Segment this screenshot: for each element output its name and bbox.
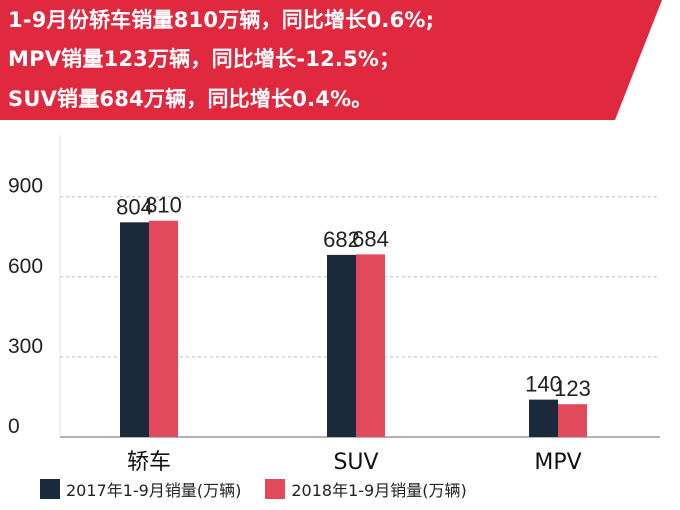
bar-2017-2 <box>529 399 558 437</box>
headline-line-suv: SUV销量684万辆，同比增长0.4%。 <box>8 87 373 111</box>
banner-background <box>0 0 662 120</box>
value-label-2017-1: 682 <box>323 227 360 252</box>
legend-item-2018: 2018年1-9月销量(万辆) <box>265 477 467 501</box>
x-category-label-1: SUV <box>333 450 378 475</box>
y-tick-label-300: 300 <box>8 335 43 358</box>
x-category-label-2: MPV <box>534 450 581 475</box>
bar-2017-1 <box>327 254 356 437</box>
headline-line-sedan: 1-9月份轿车销量810万辆，同比增长0.6%; <box>8 8 435 32</box>
legend-swatch-2017 <box>40 479 60 499</box>
bar-2018-1 <box>356 254 385 437</box>
x-category-label-0: 轿车 <box>127 450 171 475</box>
bar-2017-0 <box>120 222 149 437</box>
headline-line-mpv: MPV销量123万辆，同比增长-12.5%； <box>8 47 401 71</box>
headline-banner <box>0 0 662 120</box>
y-tick-label-0: 0 <box>8 415 20 438</box>
legend-swatch-2018 <box>265 479 286 499</box>
bar-2018-2 <box>558 404 587 437</box>
value-label-2017-2: 140 <box>525 372 562 397</box>
value-label-2018-2: 123 <box>554 376 591 401</box>
value-label-2018-1: 684 <box>352 226 389 251</box>
legend-label-2018: 2018年1-9月销量(万辆) <box>291 481 467 500</box>
legend-label-2017: 2017年1-9月销量(万辆) <box>66 481 242 500</box>
y-tick-label-900: 900 <box>8 175 43 198</box>
chart-legend: 2017年1-9月销量(万辆) 2018年1-9月销量(万辆) <box>40 477 491 501</box>
value-label-2017-0: 804 <box>116 194 153 219</box>
y-tick-label-600: 600 <box>8 255 43 278</box>
bar-2018-0 <box>149 220 178 437</box>
value-label-2018-0: 810 <box>145 193 182 218</box>
legend-item-2017: 2017年1-9月销量(万辆) <box>40 477 241 501</box>
